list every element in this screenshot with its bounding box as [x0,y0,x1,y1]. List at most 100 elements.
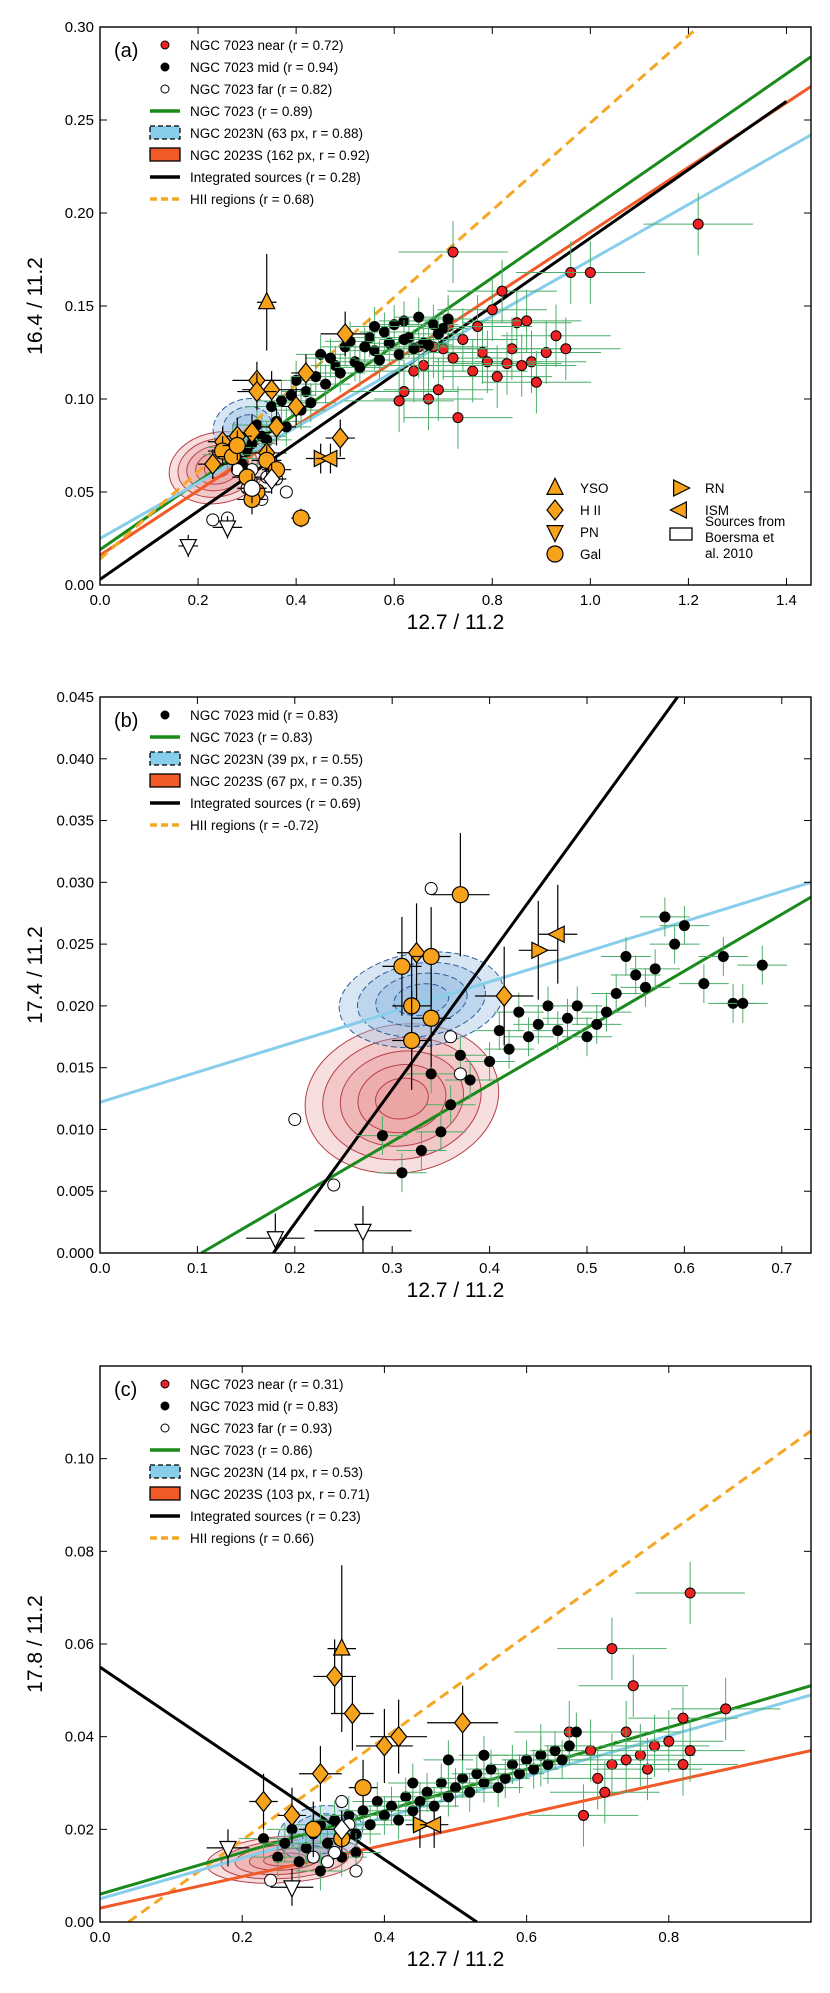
ngc7023-far-point [321,1855,335,1869]
ngc7023-mid-point [513,1768,525,1780]
integrated-source-triangle-up-marker [332,1637,351,1656]
integrated-source-diamond-marker [343,1702,362,1725]
ngc7023-mid-point [503,1043,515,1055]
y-tick-label: 0.035 [56,813,94,830]
ngc7023-near-point [560,343,572,355]
ngc7023-mid-point [383,337,395,349]
legend-mid-swatch [160,62,170,72]
ngc7023-mid-point [442,313,454,325]
ngc7023-mid-point [571,1000,583,1012]
ngc7023-near-point [684,1587,696,1599]
legend-label: Integrated sources (r = 0.28) [190,170,361,185]
ngc7023-mid-point [523,1031,535,1043]
y-tick-label: 0.040 [56,751,94,768]
integrated-source-diamond-marker [325,1665,344,1688]
ngc7023-mid-point [581,1031,593,1043]
integrated-source-diamond-marker [254,1790,273,1813]
x-tick-label: 0.8 [482,592,503,609]
ngc7023-near-point [550,330,562,342]
legend-boersma-line: Sources from [705,514,785,529]
legend-mid-swatch [160,710,170,720]
ngc7023-near-point [720,1703,732,1715]
ngc7023-near-point [467,365,479,377]
y-tick-label: 0.00 [65,1914,94,1931]
plot-background [100,697,811,1253]
ngc7023-mid-point [499,1772,511,1784]
ngc7023-near-point [457,333,469,345]
ngc7023-mid-point [521,1754,533,1766]
ngc7023-near-point [491,371,503,383]
x-axis-label: 12.7 / 11.2 [407,1279,505,1302]
integrated-source-diamond-marker [248,380,266,403]
ngc7023-far-point [424,882,438,896]
legend-label: NGC 7023 mid (r = 0.83) [190,1399,338,1414]
ngc7023-mid-point [445,1099,457,1111]
ngc7023-mid-point [493,1025,505,1037]
plot-frame [99,696,812,1254]
integrated-source-triangle-left-marker [319,449,338,468]
ngc7023-near-point [398,386,410,398]
legend-source-label: PN [580,525,599,540]
ngc7023-near-point [486,304,498,316]
ngc7023-far-point [206,513,220,527]
ngc7023-mid-point [322,1837,334,1849]
ngc7023-mid-point [320,378,332,390]
ngc7023-mid-point [435,1777,447,1789]
ngc7023-far-point [288,1113,302,1127]
ngc7023-mid-point [393,1814,405,1826]
ngc7023-near-point [516,360,528,372]
legend-label: HII regions (r = -0.72) [190,818,319,833]
boersma-source-circle-marker [243,479,261,497]
ngc7023-near-point [432,384,444,396]
north-contour-level [356,961,486,1038]
panel-b: 0.0 0.1 0.2 0.3 0.4 0.5 0.6 0.7 0.000 0.005 0.010 0… [24,689,812,1302]
legend-boersma-box [669,527,693,541]
ngc7023-mid-point [407,1777,419,1789]
legend-triangle-up-marker [546,477,564,495]
ngc7023-mid-point [552,1025,564,1037]
panel-c: 0.0 0.2 0.4 0.6 0.8 0.00 0.02 0.04 0.06 0.08 0.10 1… [24,1365,812,1971]
y-axis-label: 16.4 / 11.2 [24,257,47,355]
y-tick-label: 0.30 [65,19,94,36]
x-tick-label: 0.4 [374,1929,395,1946]
y-tick-label: 0.010 [56,1121,94,1138]
ngc7023-mid-point [386,1800,398,1812]
ngc7023-mid-point [542,1758,554,1770]
boersma-source-diamond-marker [262,468,281,490]
ngc7023-mid-point [432,328,444,340]
ngc7023-mid-point [485,1763,497,1775]
ngc7023-near-point [684,1745,696,1757]
ngc7023-mid-point [471,1768,483,1780]
ngc7023-near-point [606,1643,618,1655]
y-axis-label: 17.4 / 11.2 [24,926,47,1024]
integrated-source-diamond-marker [336,322,354,345]
fitN-fit-line [100,880,811,1104]
ngc7023-mid-point [737,997,749,1009]
legend-label: NGC 2023S (103 px, r = 0.71) [190,1487,370,1502]
ngc7023-mid-point [393,348,405,360]
x-tick-label: 0.2 [284,1260,305,1277]
ngc7023-near-point [577,1809,589,1821]
legend-boersma-label: Sources from Boersma et al. 2010 [705,514,785,561]
legend-triangle-left-marker [669,501,688,519]
x-tick-label: 1.0 [580,592,601,609]
y-tick-label: 0.020 [56,998,94,1015]
ngc7023-mid-point [373,354,385,366]
ngc7023-near-point [649,1740,661,1752]
x-axis-label: 12.7 / 11.2 [407,611,505,634]
legend-source-label: YSO [580,481,609,496]
ngc7023-mid-point [272,1851,284,1863]
y-tick-label: 0.00 [65,577,94,594]
integrated-source-triangle-left-marker [423,1815,442,1834]
hii-fit-line [100,27,700,561]
ngc7023-far-point [264,1873,278,1887]
y-tick-label: 0.04 [65,1729,94,1746]
y-tick-label: 0.10 [65,391,94,408]
ngc7023-mid-point [454,1049,466,1061]
y-tick-label: 0.02 [65,1821,94,1838]
ngc7023-mid-point [371,1796,383,1808]
ngc7023-near-point [634,1749,646,1761]
ngc7023-mid-point [639,981,651,993]
integrated-source-diamond-marker [204,453,222,476]
boersma-source-triangle-down-marker [179,538,198,557]
